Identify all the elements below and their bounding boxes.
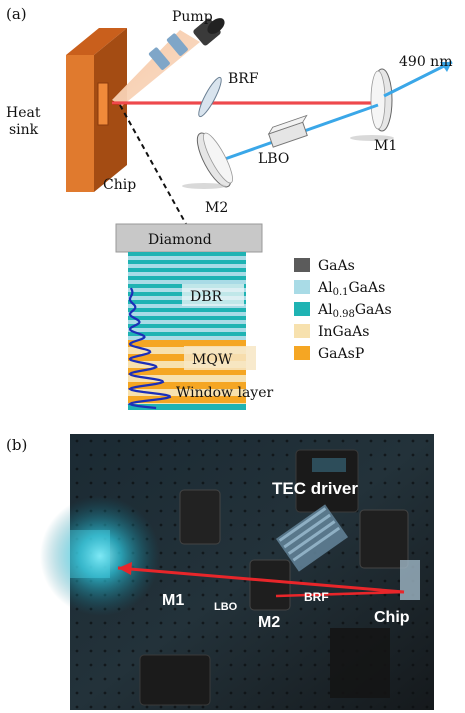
brf-label: BRF <box>228 71 259 87</box>
mqw-layer <box>128 382 246 389</box>
heat-sink-label-2: sink <box>9 122 39 138</box>
dbr-layer <box>128 312 246 316</box>
standing-wave <box>127 287 172 410</box>
m2-label: M2 <box>205 200 228 216</box>
pump-lens-2 <box>166 33 188 56</box>
pump-lens-1 <box>148 47 170 70</box>
legend-swatch-gaasp <box>294 346 310 360</box>
dbr-layer <box>128 328 246 332</box>
pump-label: Pump <box>172 9 213 25</box>
m1-photo-label: M1 <box>162 592 184 609</box>
heat-sink-front <box>66 55 94 192</box>
legend-swatch-ingaas <box>294 324 310 338</box>
wavelength-label: 490 nm <box>399 54 452 70</box>
mqw-layer <box>128 340 246 347</box>
legend-label-gaas: GaAs <box>318 258 355 274</box>
dbr-layer <box>128 308 246 312</box>
red-beam-b <box>117 566 405 594</box>
bottom-mount <box>139 654 211 706</box>
chip-label: Chip <box>103 177 136 193</box>
heat-sink-label-1: Heat <box>6 105 41 121</box>
lbo-photo-label: LBO <box>214 601 238 613</box>
m1-mount <box>179 489 221 545</box>
dbr-layer <box>128 272 246 276</box>
chip-photo-label: Chip <box>374 609 410 626</box>
m2-photo-label: M2 <box>258 614 280 631</box>
dbr-layer <box>128 320 246 324</box>
mqw-layer <box>128 375 246 382</box>
chip-mount-photo <box>359 509 409 569</box>
mqw-label: MQW <box>192 352 233 368</box>
setup-photo <box>40 434 434 710</box>
dbr-layer <box>128 260 246 264</box>
brf-photo-label: BRF <box>304 590 329 604</box>
cyan-glow <box>40 496 160 616</box>
legend-swatch-al01gaas <box>294 280 310 294</box>
mqw-layer <box>128 389 246 396</box>
mirror-m1 <box>350 68 394 141</box>
legend-swatch-gaas <box>294 258 310 272</box>
mqw-layer <box>128 368 246 375</box>
dbr-layer <box>128 324 246 328</box>
dbr-layer <box>128 276 246 280</box>
dbr-layer <box>128 256 246 260</box>
lbo-label: LBO <box>258 151 289 167</box>
chip-glint <box>400 560 420 600</box>
dbr-layer <box>128 316 246 320</box>
dbr-layer <box>128 252 246 256</box>
brf-plate <box>198 76 222 118</box>
chip-mount <box>97 82 109 126</box>
tec-display <box>312 458 346 472</box>
dbr-label-bg <box>182 284 244 306</box>
legend-label-gaasp: GaAsP <box>318 346 364 362</box>
dbr-layer <box>128 264 246 268</box>
pump-assembly <box>112 18 225 106</box>
legend-label-al098gaas: Al0.98GaAs <box>317 302 392 320</box>
mirror-m2 <box>182 132 233 189</box>
mqw-layer <box>128 396 246 403</box>
m1-label: M1 <box>374 138 397 154</box>
legend-swatch-al098gaas <box>294 302 310 316</box>
heat-fins <box>275 504 349 572</box>
tec-driver-label: TEC driver <box>272 479 358 498</box>
window-layer-label: Window layer <box>176 385 273 401</box>
panel-b-label: (b) <box>6 436 27 454</box>
heat-sink <box>66 28 127 192</box>
panel-a-label: (a) <box>6 5 27 23</box>
diamond-layer <box>115 223 263 253</box>
legend-label-al01gaas: Al0.1GaAs <box>317 280 385 298</box>
window-layer <box>128 404 246 410</box>
dbr-label: DBR <box>190 289 223 305</box>
dbr-layer <box>128 280 246 284</box>
lbo-crystal <box>267 114 308 148</box>
legend-label-ingaas: InGaAs <box>318 324 369 340</box>
mqw-label-bg <box>184 346 256 370</box>
dbr-layer <box>128 336 246 340</box>
m2-mount <box>249 559 291 611</box>
red-beam-b-return <box>275 590 405 598</box>
blue-output-beam <box>383 60 453 98</box>
dbr-layer <box>128 268 246 272</box>
chip-zoom-line <box>119 104 187 225</box>
dbr-layer <box>128 332 246 336</box>
legend: GaAs Al0.1GaAs Al0.98GaAs InGaAs GaAsP <box>294 258 392 362</box>
diamond-label: Diamond <box>148 232 212 248</box>
